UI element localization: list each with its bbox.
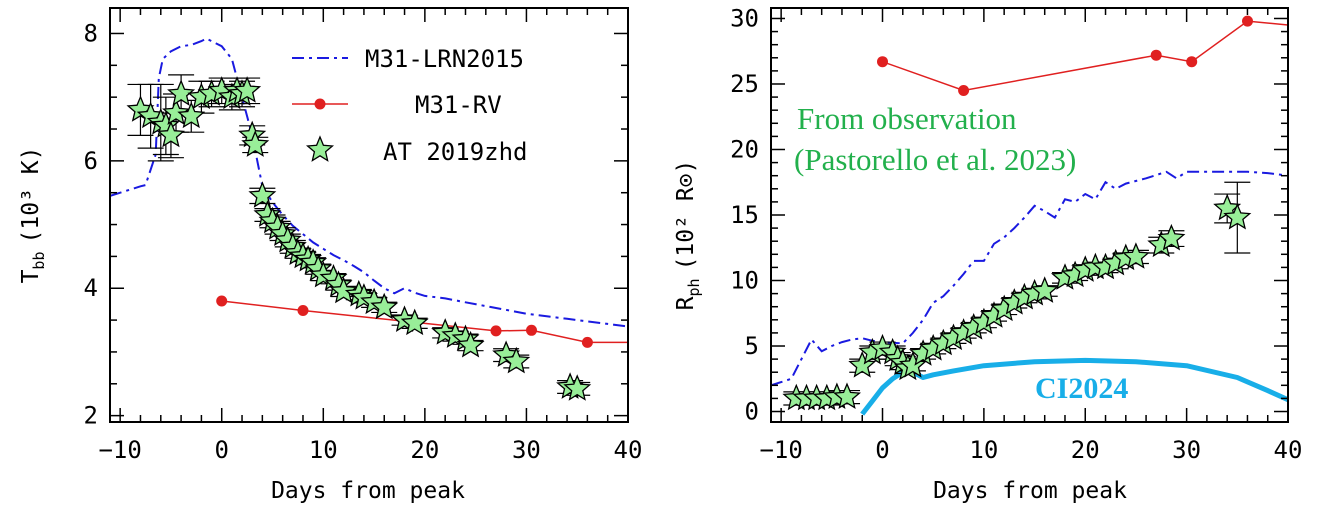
- y-tick-label: 15: [730, 201, 759, 229]
- annotation-observation-line1: From observation: [797, 101, 1017, 136]
- star-point: [248, 181, 277, 208]
- y-tick-label: 30: [730, 4, 759, 32]
- right-plot-data: [771, 15, 1288, 416]
- series-ci2024: [860, 357, 1288, 416]
- series-line: [882, 20, 1288, 92]
- data-point: [297, 305, 309, 316]
- x-tick-label: 40: [1274, 436, 1303, 464]
- legend-rv-marker: [314, 98, 326, 110]
- star-point: [329, 276, 358, 304]
- star-point: [241, 130, 270, 157]
- data-point: [1150, 49, 1162, 61]
- left-plot-data: [110, 37, 628, 401]
- data-point: [526, 324, 537, 336]
- y-tick-label: 25: [730, 70, 759, 98]
- x-tick-label: 30: [512, 436, 541, 464]
- x-tick-label: 20: [410, 436, 439, 464]
- star-point: [563, 374, 592, 401]
- y-tick-label: 10: [730, 267, 759, 295]
- x-tick-label: 10: [969, 436, 998, 464]
- series-at-2019zhd: [126, 74, 592, 401]
- y-tick-label: 0: [745, 398, 759, 426]
- legend-lrn2015-label: M31-LRN2015: [365, 45, 524, 73]
- series-line: [221, 300, 628, 344]
- data-point: [1186, 56, 1198, 68]
- right-x-axis-label: Days from peak: [933, 478, 1127, 504]
- series-m31-rv: [216, 295, 628, 348]
- y-tick-label: 4: [84, 274, 98, 302]
- x-tick-label: 40: [614, 436, 643, 464]
- data-point: [216, 295, 228, 307]
- star-point: [848, 351, 877, 378]
- legend-star-marker: [305, 135, 335, 162]
- star-point: [162, 98, 191, 125]
- star-point: [1157, 223, 1186, 251]
- x-tick-label: 0: [875, 436, 889, 464]
- series-line: [110, 37, 628, 328]
- data-point: [490, 325, 502, 337]
- data-point: [581, 336, 593, 348]
- star-point: [177, 101, 206, 129]
- x-tick-label: 10: [309, 436, 338, 464]
- star-point: [1121, 242, 1150, 269]
- legend-star-shape: [305, 135, 335, 162]
- data-point: [1242, 15, 1253, 27]
- legend-at2019zhd-label: AT 2019zhd: [383, 138, 528, 166]
- left-y-axis-label: Tbb(10³ K): [18, 147, 48, 284]
- x-tick-label: −10: [759, 436, 802, 464]
- data-point: [877, 56, 888, 68]
- x-tick-label: −10: [98, 436, 141, 464]
- series-at-2019zhd: [782, 181, 1252, 411]
- y-tick-label: 5: [745, 332, 759, 360]
- y-tick-label: 6: [84, 147, 98, 175]
- left-plot-frame: [109, 7, 629, 423]
- star-point: [156, 120, 185, 148]
- series-m31-lrn2015: [110, 37, 628, 328]
- star-point: [502, 346, 531, 374]
- star-point: [899, 351, 927, 378]
- legend-rv-label: M31-RV: [415, 91, 502, 119]
- left-x-axis-label: Days from peak: [271, 478, 465, 504]
- y-tick-label: 20: [730, 135, 759, 163]
- right-y-axis-label: Rph(10² R⊙): [673, 160, 703, 311]
- left-panel: −10 0 10 20 30 40 2 4 6 8 Days from peak Tbb(10³ …: [18, 7, 643, 504]
- annotation-observation-line2: (Pastorello et al. 2023): [794, 142, 1076, 177]
- star-point: [1030, 276, 1059, 303]
- star-point: [1223, 202, 1252, 230]
- series-line: [771, 170, 1288, 387]
- data-point: [958, 85, 970, 96]
- series-m31-rv: [877, 15, 1288, 96]
- x-tick-label: 20: [1071, 436, 1100, 464]
- y-tick-label: 2: [84, 402, 98, 430]
- star-point: [167, 79, 196, 106]
- star-point: [370, 292, 399, 320]
- x-tick-label: 30: [1172, 436, 1201, 464]
- star-point: [233, 76, 262, 103]
- annotation-ci2024: CI2024: [1035, 372, 1128, 405]
- star-point: [833, 382, 862, 409]
- series-line: [860, 357, 1288, 416]
- left-axis-ticks: −10 0 10 20 30 40 2 4 6 8: [84, 8, 643, 464]
- legend: M31-LRN2015 M31-RV AT 2019zhd: [292, 45, 528, 166]
- star-point: [400, 308, 429, 336]
- y-tick-label: 8: [84, 19, 98, 47]
- star-point: [456, 330, 485, 358]
- series-m31-lrn2015: [771, 170, 1288, 387]
- x-tick-label: 0: [214, 436, 228, 464]
